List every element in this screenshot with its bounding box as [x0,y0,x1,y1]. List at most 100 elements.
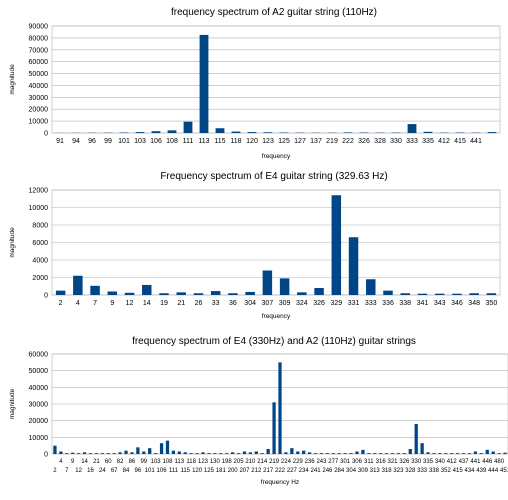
x-tick-label: 9 [110,300,114,307]
chart-e4-spectrum: Frequency spectrum of E4 guitar string (… [9,171,501,320]
bar [219,453,223,454]
x-tick-label: 123 [198,459,209,465]
y-tick-label: 60000 [29,59,49,66]
bar [444,453,448,454]
x-tick-label: 326 [399,459,410,465]
bar [349,453,353,454]
x-tick-label: 335 [423,459,434,465]
bar [331,453,335,454]
bar [355,451,359,454]
x-tick-label: 330 [390,138,402,145]
x-tick-label: 103 [151,459,162,465]
chart-combined-spectrum: frequency spectrum of E4 (330Hz) and A2 … [9,336,508,486]
bar [151,131,161,133]
bar [296,451,300,454]
x-tick-label: 67 [111,468,118,474]
x-tick-label: 127 [294,138,306,145]
x-tick-label: 86 [129,459,136,465]
plot-frame [51,189,501,296]
x-tick-label: 12 [126,300,134,307]
x-tick-label: 217 [263,468,274,474]
bar [199,34,209,133]
bar [53,445,57,454]
bar [201,452,205,454]
x-tick-label: 219 [269,459,280,465]
chart-a2-spectrum: frequency spectrum of A2 guitar string (… [9,7,501,160]
y-tick-label: 10000 [29,205,49,212]
x-tick-label: 125 [278,138,290,145]
bar [379,453,383,454]
y-tick-label: 80000 [29,35,49,42]
bar [230,452,235,454]
x-tick-label: 2 [53,468,57,474]
x-tick-label: 328 [374,138,386,145]
y-tick-label: 40000 [29,385,49,392]
x-tick-label: 181 [216,468,227,474]
x-tick-label: 103 [134,138,146,145]
bar [135,132,145,133]
bar [290,448,294,454]
x-tick-label: 480 [494,459,505,465]
x-tick-label: 333 [365,300,377,307]
x-tick-label: 33 [212,300,220,307]
bar [297,292,307,295]
y-tick-label: 2000 [32,275,48,282]
bar [263,132,273,133]
x-tick-label: 137 [310,138,322,145]
x-tick-label: 4 [59,459,63,465]
x-tick-label: 21 [93,459,100,465]
bar [367,453,371,454]
bar [407,124,417,133]
bar [189,453,193,454]
x-tick-label: 60 [105,459,112,465]
x-tick-label: 439 [476,468,487,474]
bar [461,453,466,454]
x-tick-label: 444 [488,468,499,474]
x-tick-label: 311 [364,459,374,465]
bar [245,291,255,295]
x-tick-label: 348 [468,300,480,307]
bar [343,453,347,454]
x-tick-label: 120 [192,468,203,474]
bar [148,448,152,454]
x-tick-label: 106 [157,468,168,474]
bar [497,453,501,454]
x-tick-label: 350 [486,300,498,307]
bar [59,451,63,454]
y-tick-label: 6000 [32,240,48,247]
y-tick-label: 30000 [29,95,49,102]
x-tick-label: 234 [299,468,310,474]
y-tick-label: 30000 [29,402,49,409]
bar [302,450,306,454]
bar [450,453,454,454]
x-tick-label: 330 [411,459,422,465]
x-tick-label: 21 [177,300,185,307]
bar [71,452,75,454]
x-tick-label: 326 [358,138,370,145]
bar [142,284,152,295]
x-tick-label: 333 [417,468,428,474]
y-tick-label: 70000 [29,47,49,54]
x-tick-label: 207 [239,468,250,474]
chart-title: frequency spectrum of A2 guitar string (… [171,7,377,18]
bar [77,453,81,454]
x-tick-label: 331 [348,300,360,307]
x-tick-label: 326 [313,300,325,307]
bar [432,453,436,454]
bar [130,452,134,454]
bar [479,453,483,454]
x-tick-label: 113 [198,138,209,145]
y-tick-label: 4000 [32,258,48,265]
bar [396,453,401,454]
x-tick-label: 222 [275,468,286,474]
bar [55,290,66,295]
y-axis-label: magnitude [9,64,16,95]
x-tick-label: 415 [453,468,464,474]
bar [278,362,282,454]
chart-title: frequency spectrum of E4 (330Hz) and A2 … [132,336,416,347]
x-tick-label: 306 [352,459,363,465]
bar [383,290,393,295]
x-tick-label: 120 [246,138,258,145]
bar [473,451,478,454]
bar [82,452,87,454]
